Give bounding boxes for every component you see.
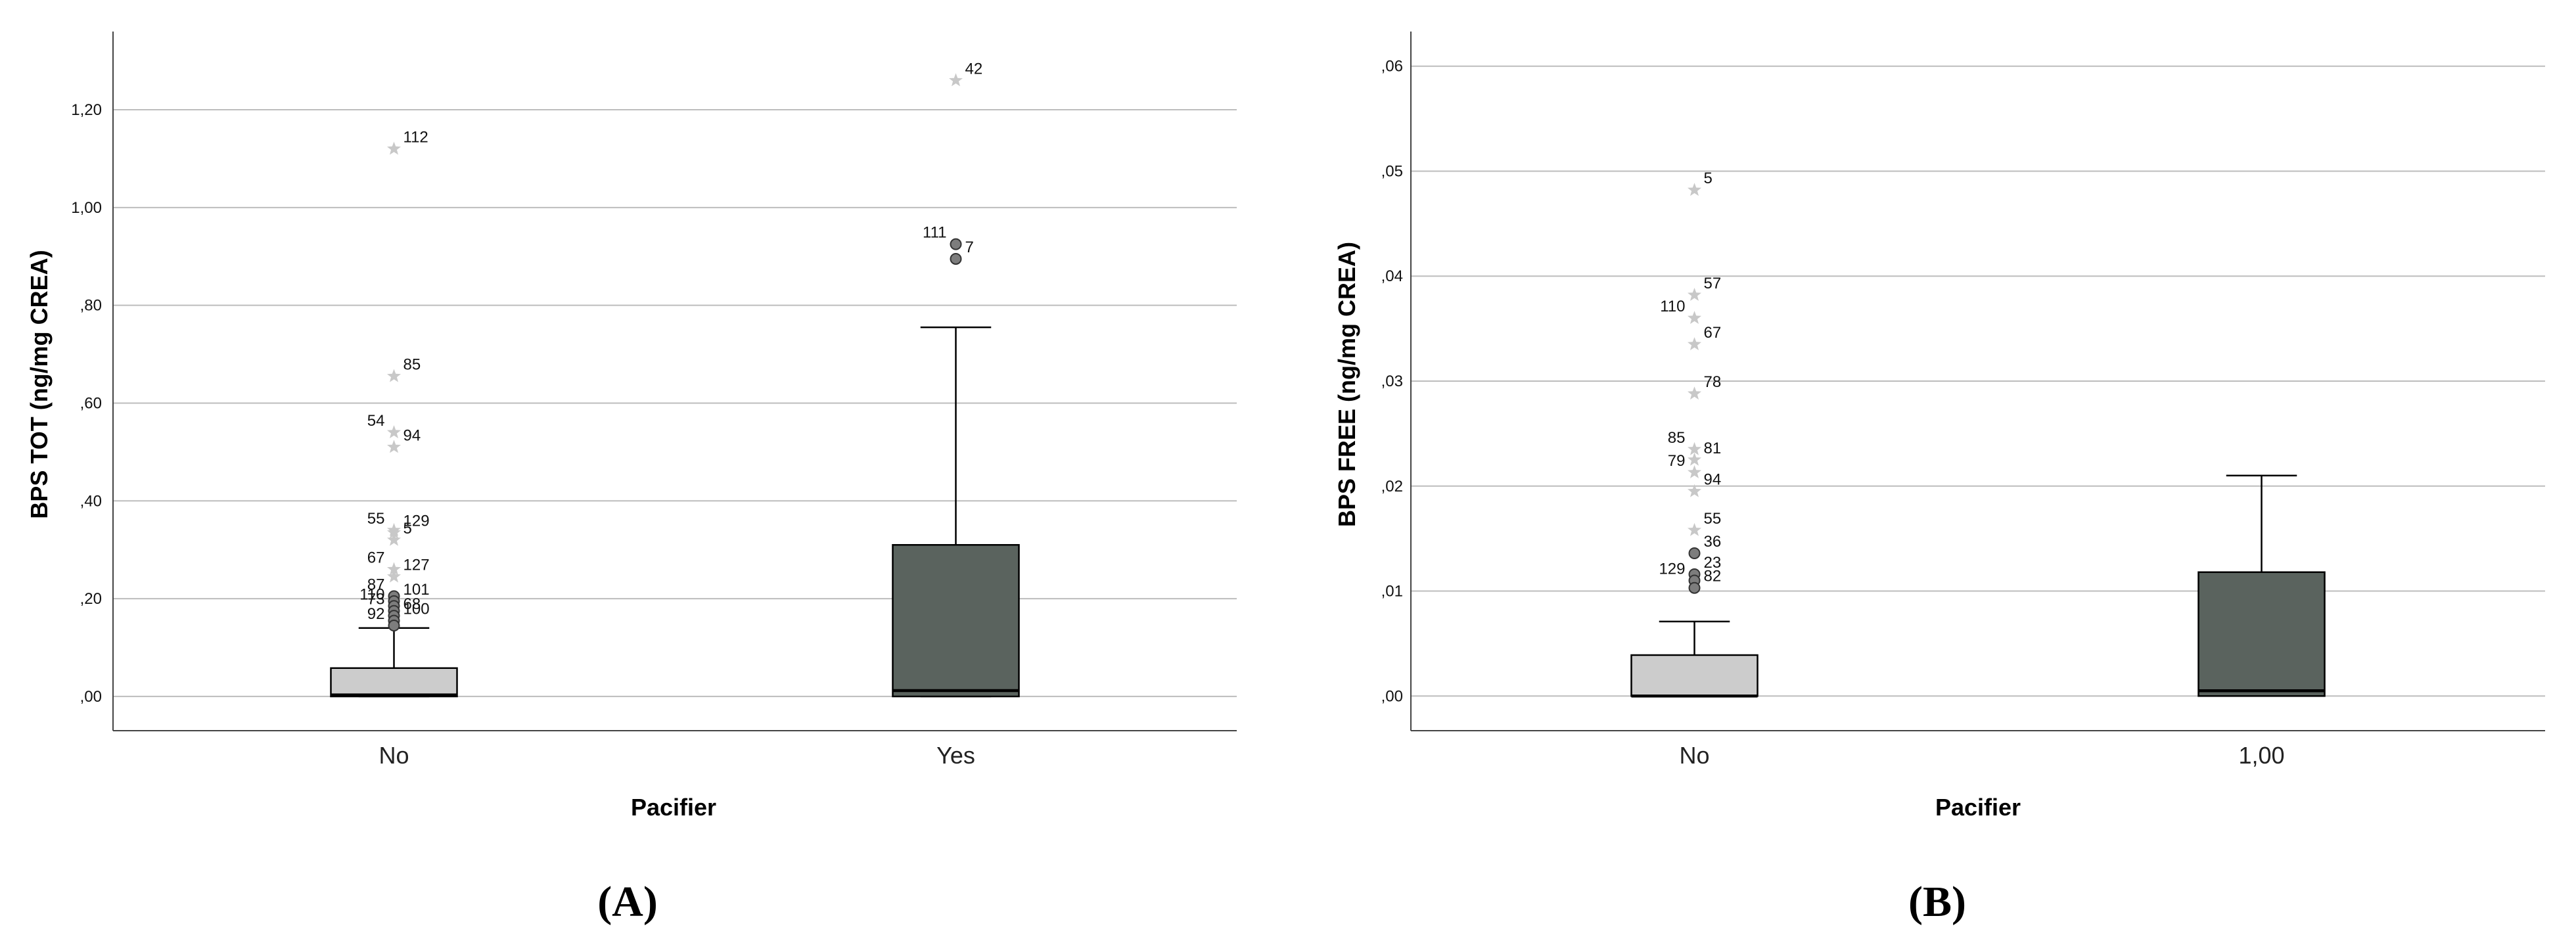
- x-tick-label: Yes: [936, 742, 975, 769]
- extreme-marker: [1688, 442, 1701, 455]
- extreme-marker: [949, 73, 963, 87]
- outlier-marker: [388, 620, 400, 632]
- outlier-label: 57: [1704, 275, 1722, 292]
- y-axis-label: BPS FREE (ng/mg CREA): [1333, 242, 1360, 527]
- outlier-label: 94: [403, 426, 421, 444]
- y-tick-label: ,80: [80, 297, 102, 315]
- outlier-label: 85: [1668, 429, 1686, 447]
- outlier-label: 110: [1660, 298, 1685, 315]
- extreme-marker: [387, 440, 401, 453]
- x-axis-label: Pacifier: [1935, 794, 2021, 821]
- panel-label: (B): [1908, 878, 1966, 926]
- extreme-marker: [1688, 386, 1701, 400]
- outlier-label: 67: [1704, 324, 1722, 342]
- y-tick-label: ,20: [80, 590, 102, 608]
- y-tick-label: ,40: [80, 492, 102, 510]
- outlier-label: 101: [403, 581, 430, 599]
- box: [1630, 654, 1759, 697]
- y-tick-label: 1,20: [71, 101, 102, 119]
- outlier-label: 94: [1704, 471, 1722, 489]
- extreme-marker: [387, 562, 401, 576]
- outlier-marker: [950, 252, 962, 265]
- outlier-label: 55: [1704, 510, 1722, 528]
- outlier-label: 127: [403, 557, 430, 574]
- y-tick-label: ,02: [1381, 478, 1403, 495]
- outlier-label: 110: [359, 585, 384, 603]
- extreme-marker: [1688, 465, 1701, 478]
- extreme-marker: [1688, 337, 1701, 350]
- outlier-label: 23: [1704, 554, 1722, 572]
- outlier-label: 5: [1704, 170, 1713, 187]
- extreme-marker: [387, 141, 401, 155]
- outlier-marker: [1688, 547, 1701, 560]
- outlier-marker: [1688, 582, 1701, 594]
- box: [892, 544, 1020, 698]
- outlier-label: 112: [403, 129, 428, 147]
- boxplot-no: No 5 57 110 67 78 85 81 79 94 55 36 23 129 82: [1630, 170, 1759, 769]
- outlier-label: 129: [403, 513, 430, 530]
- y-tick-label: 1,00: [71, 199, 102, 217]
- extreme-marker: [1688, 288, 1701, 301]
- boxplot-1-00: 1,00: [2197, 474, 2326, 769]
- extreme-marker: [1688, 311, 1701, 324]
- outlier-label: 129: [1659, 560, 1685, 578]
- outlier-label: 42: [965, 60, 983, 78]
- extreme-marker: [1688, 522, 1701, 536]
- outlier-marker: [950, 238, 962, 250]
- x-tick-label: 1,00: [2238, 742, 2284, 769]
- outlier-label: 82: [1704, 568, 1722, 585]
- outlier-label: 85: [403, 356, 421, 374]
- outlier-label: 81: [1704, 440, 1722, 457]
- panel-label: (A): [597, 878, 658, 926]
- outlier-label: 78: [1704, 373, 1722, 391]
- outlier-label: 67: [367, 549, 385, 566]
- outlier-label: 73: [367, 591, 385, 608]
- y-tick-label: ,05: [1381, 162, 1403, 180]
- outlier-label: 36: [1704, 533, 1722, 551]
- extreme-marker: [1688, 484, 1701, 497]
- outlier-label: 7: [965, 239, 974, 256]
- x-tick-label: No: [379, 742, 409, 769]
- y-tick-label: ,00: [80, 688, 102, 706]
- extreme-marker: [1688, 452, 1701, 466]
- chart-panel-a: BPS TOT (ng/mg CREA) Pacifier (A) ,00 ,20…: [26, 32, 1237, 926]
- extreme-marker: [387, 532, 401, 546]
- outlier-label: 100: [403, 601, 430, 618]
- outlier-label: 5: [403, 520, 412, 537]
- box: [330, 667, 458, 698]
- extreme-marker: [1688, 183, 1701, 196]
- outlier-label: 92: [367, 605, 385, 623]
- outlier-label: 68: [403, 595, 421, 613]
- y-tick-label: ,06: [1381, 58, 1403, 76]
- y-tick-label: ,03: [1381, 373, 1403, 390]
- outlier-label: 111: [923, 224, 946, 242]
- y-tick-label: ,00: [1381, 687, 1403, 705]
- outlier-label: 54: [367, 412, 385, 430]
- outlier-label: 79: [1668, 452, 1686, 470]
- boxplot-yes: Yes 42 111 7: [892, 60, 1020, 769]
- y-tick-label: ,01: [1381, 583, 1403, 601]
- extreme-marker: [387, 425, 401, 438]
- y-tick-label: ,60: [80, 394, 102, 412]
- extreme-marker: [387, 525, 401, 539]
- outlier-label: 87: [367, 576, 385, 593]
- box: [2197, 571, 2326, 697]
- chart-panel-b: BPS FREE (ng/mg CREA) Pacifier (B) ,00 ,0…: [1333, 32, 2545, 926]
- x-tick-label: No: [1679, 742, 1709, 769]
- x-axis-label: Pacifier: [631, 794, 716, 821]
- extreme-marker: [387, 369, 401, 382]
- y-axis-label: BPS TOT (ng/mg CREA): [26, 250, 53, 518]
- y-tick-label: ,04: [1381, 267, 1403, 285]
- outlier-label: 55: [367, 510, 385, 528]
- extreme-marker: [387, 569, 401, 583]
